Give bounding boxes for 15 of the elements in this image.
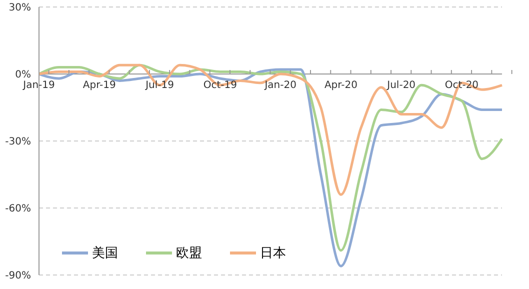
legend-label: 欧盟 — [176, 245, 202, 262]
x-tick-label: Jan-19 — [22, 80, 55, 91]
x-tick-label: Apr-19 — [82, 80, 116, 91]
y-tick-label: -60% — [5, 204, 31, 215]
legend-label: 美国 — [92, 245, 118, 262]
x-tick-label: Apr-20 — [324, 80, 358, 91]
y-tick-label: 30% — [8, 2, 31, 14]
y-tick-label: -90% — [5, 270, 31, 282]
x-tick-label: Jan-20 — [264, 80, 296, 91]
x-tick-label: Oct-19 — [203, 80, 237, 91]
y-tick-label: 0% — [15, 70, 31, 81]
x-tick-label: Jul-20 — [386, 80, 416, 91]
legend-label: 日本 — [260, 245, 286, 262]
x-tick-label: Jul-19 — [144, 80, 174, 91]
y-tick-label: -30% — [5, 136, 31, 148]
